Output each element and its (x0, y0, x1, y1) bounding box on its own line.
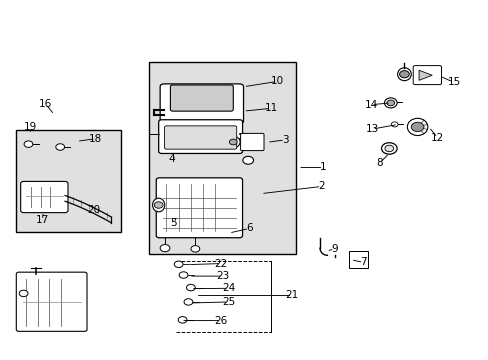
Text: 20: 20 (86, 206, 100, 216)
Text: 4: 4 (168, 154, 174, 164)
Circle shape (174, 261, 183, 267)
Text: 18: 18 (89, 134, 102, 144)
Circle shape (186, 284, 195, 291)
Text: 22: 22 (214, 258, 227, 269)
FancyBboxPatch shape (412, 66, 441, 85)
FancyBboxPatch shape (20, 181, 68, 213)
FancyBboxPatch shape (156, 178, 242, 238)
Circle shape (381, 143, 396, 154)
Text: 26: 26 (214, 316, 227, 325)
Circle shape (19, 290, 28, 297)
Circle shape (390, 122, 397, 127)
Circle shape (229, 139, 237, 145)
Text: 24: 24 (222, 283, 235, 293)
Ellipse shape (226, 136, 240, 148)
FancyBboxPatch shape (158, 120, 242, 153)
Text: 21: 21 (285, 291, 298, 301)
Text: 12: 12 (430, 133, 443, 143)
Text: 17: 17 (36, 215, 49, 225)
Bar (348, 251, 367, 268)
Text: 11: 11 (264, 103, 277, 113)
Circle shape (56, 144, 64, 150)
Ellipse shape (397, 68, 410, 81)
Circle shape (24, 141, 33, 147)
Ellipse shape (407, 118, 427, 135)
Circle shape (191, 246, 200, 252)
Text: 1: 1 (320, 162, 326, 172)
Circle shape (179, 272, 187, 278)
Text: 14: 14 (364, 100, 377, 110)
Circle shape (178, 317, 186, 323)
Text: 9: 9 (331, 244, 337, 254)
Circle shape (386, 100, 394, 106)
Circle shape (160, 244, 169, 252)
Ellipse shape (384, 98, 396, 108)
Text: 13: 13 (365, 124, 378, 134)
Text: 7: 7 (360, 257, 366, 267)
Text: 8: 8 (376, 158, 383, 168)
FancyBboxPatch shape (160, 84, 243, 124)
Circle shape (410, 122, 423, 132)
Circle shape (243, 156, 253, 164)
Polygon shape (418, 70, 431, 80)
Text: 10: 10 (270, 76, 284, 86)
FancyBboxPatch shape (170, 85, 233, 111)
Text: 3: 3 (281, 135, 288, 145)
FancyBboxPatch shape (16, 272, 87, 331)
Text: 19: 19 (23, 122, 37, 132)
Text: 25: 25 (222, 297, 235, 307)
FancyBboxPatch shape (240, 134, 264, 150)
FancyBboxPatch shape (164, 126, 236, 149)
Text: 23: 23 (216, 271, 229, 281)
Ellipse shape (152, 198, 164, 212)
Circle shape (384, 145, 393, 152)
Circle shape (399, 71, 408, 78)
Text: 6: 6 (245, 224, 252, 233)
Text: 16: 16 (39, 99, 52, 109)
Text: 2: 2 (318, 181, 324, 192)
Circle shape (154, 202, 163, 208)
Text: 5: 5 (170, 218, 177, 228)
Bar (149, 62, 295, 253)
Text: 15: 15 (447, 77, 460, 87)
Bar (16, 130, 121, 232)
Circle shape (183, 299, 192, 305)
